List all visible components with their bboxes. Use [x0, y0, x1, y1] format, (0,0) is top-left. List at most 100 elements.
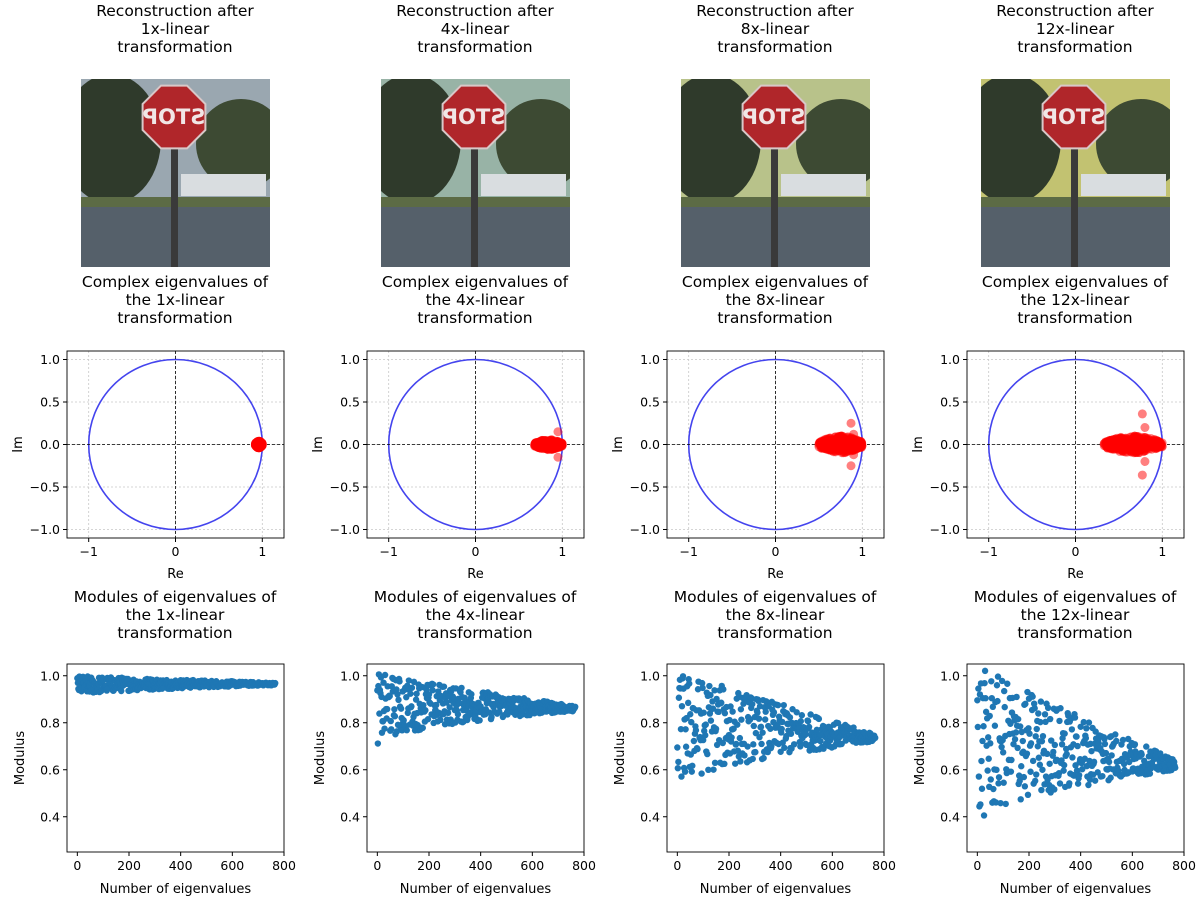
modulus-point	[998, 677, 1006, 685]
reconstruction-image: STOP	[981, 79, 1170, 267]
modulus-title-line: the 1x-linear	[126, 606, 225, 624]
modulus-point	[380, 679, 387, 686]
eigen-point	[1140, 457, 1150, 466]
modulus-point	[1085, 719, 1093, 726]
modulus-point	[1018, 763, 1025, 770]
photo-sign-pole	[1071, 149, 1078, 267]
modulus-point	[1060, 767, 1067, 774]
x-tick-label: −1	[979, 544, 997, 559]
modulus-point	[1143, 743, 1150, 750]
modulus-point	[778, 725, 785, 733]
modulus-point	[705, 766, 712, 774]
modulus-point	[802, 730, 810, 738]
modulus-point	[1079, 766, 1086, 773]
modulus-point	[710, 766, 717, 773]
modulus-point	[700, 709, 707, 716]
modulus-point	[744, 743, 751, 750]
modulus-point	[1073, 733, 1080, 740]
modulus-point	[681, 768, 689, 775]
recon-title-line: 8x-linear	[741, 20, 810, 38]
modulus-point	[990, 785, 997, 793]
modulus-point	[732, 760, 739, 767]
modulus-point	[998, 743, 1005, 751]
y-tick-label: 0.6	[340, 762, 360, 777]
modulus-point	[1000, 779, 1007, 786]
eigen-points	[1099, 409, 1167, 480]
modulus-point	[995, 774, 1003, 781]
modulus-title-line: the 8x-linear	[726, 606, 825, 624]
y-tick-label: 1.0	[940, 668, 960, 683]
modulus-point	[694, 745, 701, 753]
x-tick-label: 200	[417, 858, 441, 873]
photo-sign-pole	[471, 149, 478, 267]
x-tick-label: 600	[820, 858, 844, 873]
y-axis-label: Modulus	[613, 731, 628, 786]
reconstruction-image: STOP	[381, 79, 570, 267]
x-axis-label: Re	[1067, 567, 1083, 582]
stop-sign	[1041, 84, 1107, 150]
x-tick-label: 600	[220, 858, 244, 873]
y-tick-label: 0.0	[40, 437, 60, 452]
modulus-point	[678, 702, 686, 710]
y-tick-label: 0.5	[40, 395, 60, 410]
modulus-point	[684, 699, 692, 707]
modulus-point	[381, 725, 388, 732]
modulus-point	[979, 737, 986, 745]
x-tick-label: 600	[1120, 858, 1144, 873]
x-tick-label: −1	[79, 544, 97, 559]
stop-sign-text: STOP	[1043, 105, 1106, 129]
photo-tree	[496, 99, 570, 189]
modulus-point	[793, 709, 800, 716]
modulus-point	[1012, 729, 1020, 736]
modulus-point	[1138, 751, 1145, 758]
modulus-point	[1002, 800, 1009, 808]
eigen-point	[1139, 446, 1149, 456]
modulus-point	[437, 716, 444, 724]
modulus-point	[991, 722, 999, 729]
eigen-point	[846, 418, 856, 428]
modulus-point	[718, 699, 725, 706]
modulus-point	[1172, 764, 1179, 771]
modulus-point	[1088, 747, 1095, 755]
eigen-point	[1131, 441, 1141, 451]
modulus-point	[807, 711, 814, 718]
axes-frame	[666, 663, 885, 853]
y-tick-label: −0.5	[330, 480, 360, 495]
reconstruction-image: STOP	[681, 79, 870, 267]
eigen-point	[1114, 434, 1124, 444]
eigen-title-line: the 4x-linear	[426, 291, 525, 309]
modulus-point	[804, 717, 812, 725]
x-axis-label: Re	[167, 567, 183, 582]
modulus-point	[424, 716, 432, 723]
recon-title-line: transformation	[1017, 38, 1132, 56]
column-8x: Reconstruction after8x-lineartransformat…	[611, 2, 896, 897]
modulus-title-line: transformation	[717, 624, 832, 642]
modulus-point	[712, 725, 720, 733]
modulus-point	[733, 740, 740, 748]
modulus-axes: 0 200 400 600 800 0.4 0.6 0.8 1.0 Number of eigen…	[13, 663, 296, 897]
modulus-point	[397, 705, 405, 712]
modulus-point	[728, 734, 735, 741]
modulus-point	[749, 700, 756, 708]
modulus-point	[395, 696, 402, 704]
photo-building	[181, 174, 266, 196]
y-axis-label: Im	[311, 436, 326, 453]
modulus-point	[738, 716, 745, 723]
modulus-point	[1034, 743, 1041, 750]
modulus-point	[410, 678, 418, 686]
modulus-point	[1069, 754, 1076, 761]
modulus-point	[1068, 726, 1076, 733]
modulus-point	[805, 723, 813, 731]
modulus-point	[454, 711, 462, 718]
modulus-point	[1035, 754, 1043, 761]
modulus-point	[715, 708, 722, 716]
modulus-point	[1074, 780, 1082, 787]
modulus-point	[759, 729, 766, 736]
modulus-point	[1033, 725, 1040, 733]
modulus-point	[686, 680, 693, 687]
modulus-point	[1027, 768, 1034, 775]
modulus-point	[1032, 733, 1039, 740]
eigen-point	[850, 440, 860, 450]
modulus-point	[1013, 693, 1020, 701]
modulus-point	[768, 743, 775, 750]
